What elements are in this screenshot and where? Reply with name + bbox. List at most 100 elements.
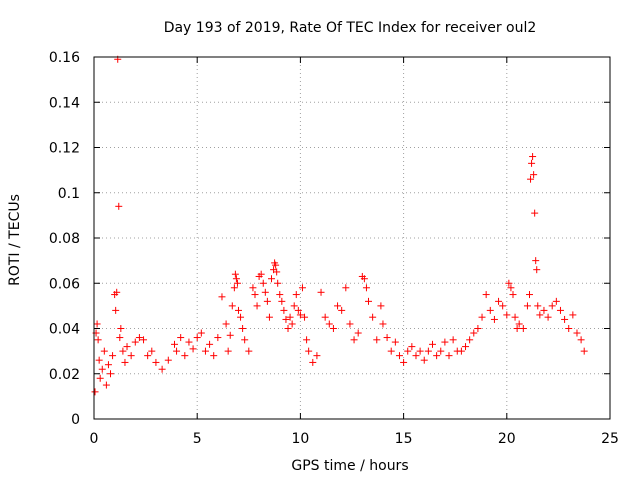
data-point-marker	[298, 284, 306, 292]
data-point-marker	[321, 313, 329, 321]
data-point-marker	[113, 288, 121, 296]
data-point-marker	[116, 334, 124, 342]
data-point-marker	[232, 275, 240, 283]
data-point-marker	[580, 347, 588, 355]
y-tick-label: 0.02	[49, 367, 80, 383]
data-point-marker	[513, 325, 521, 332]
data-point-marker	[95, 356, 103, 364]
data-point-marker	[369, 313, 377, 321]
y-tick-label: 0.16	[49, 50, 80, 66]
data-point-marker	[119, 347, 127, 355]
data-point-marker	[268, 275, 276, 283]
data-point-marker	[486, 306, 494, 314]
data-point-marker	[286, 313, 294, 321]
data-point-marker	[109, 352, 117, 360]
data-point-marker	[112, 306, 120, 314]
data-point-marker	[177, 334, 185, 342]
data-point-marker	[490, 315, 498, 323]
data-point-marker	[474, 325, 482, 332]
data-point-marker	[449, 336, 457, 344]
data-point-marker	[395, 352, 403, 360]
data-point-marker	[507, 284, 515, 292]
data-point-marker	[276, 291, 284, 299]
data-point-marker	[233, 279, 241, 287]
data-point-marker	[284, 325, 292, 332]
data-point-marker	[424, 347, 432, 355]
data-point-marker	[261, 288, 269, 296]
data-point-marker	[197, 329, 205, 337]
data-point-marker	[274, 279, 282, 287]
data-point-marker	[144, 352, 152, 360]
data-point-marker	[544, 313, 552, 321]
data-point-marker	[296, 311, 304, 319]
x-axis-label: GPS time / hours	[291, 458, 408, 474]
data-point-marker	[127, 352, 135, 360]
data-point-marker	[288, 320, 296, 328]
data-point-marker	[251, 291, 259, 299]
data-point-marker	[433, 352, 441, 360]
data-point-marker	[457, 347, 465, 355]
data-point-marker	[148, 347, 156, 355]
data-point-marker	[98, 365, 106, 373]
data-point-marker	[104, 361, 112, 369]
data-point-marker	[377, 302, 385, 310]
data-point-marker	[234, 306, 242, 314]
data-point-marker	[309, 358, 317, 366]
y-tick-label: 0.1	[58, 186, 80, 202]
data-point-marker	[412, 352, 420, 360]
data-point-marker	[94, 336, 102, 344]
data-point-marker	[239, 325, 247, 332]
data-point-marker	[466, 336, 474, 344]
data-point-marker	[230, 284, 238, 292]
data-point-marker	[272, 261, 280, 269]
data-point-marker	[265, 313, 273, 321]
data-point-marker	[540, 306, 548, 314]
data-point-marker	[107, 370, 115, 378]
data-point-marker	[170, 340, 178, 348]
data-point-marker	[273, 268, 281, 276]
data-point-marker	[437, 347, 445, 355]
y-tick-label: 0.12	[49, 141, 80, 157]
axis-ticks: 0 5 10 15 20 25 0 0.02 0.04 0.06 0.08 0.1 0.12 0.14 0.…	[49, 50, 619, 447]
data-point-marker	[301, 313, 309, 321]
data-point-marker	[536, 311, 544, 319]
data-point-marker	[173, 347, 181, 355]
data-point-marker	[495, 297, 503, 305]
data-point-marker	[193, 334, 201, 342]
data-point-marker	[259, 279, 267, 287]
data-point-marker	[523, 302, 531, 310]
x-tick-label: 15	[395, 431, 413, 447]
data-point-marker	[387, 347, 395, 355]
data-point-marker	[158, 365, 166, 373]
data-point-marker	[530, 171, 538, 179]
data-point-marker	[527, 175, 535, 183]
data-point-marker	[365, 297, 373, 305]
data-point-marker	[519, 325, 527, 332]
data-point-marker	[214, 334, 222, 342]
data-point-marker	[253, 302, 261, 310]
data-point-marker	[325, 320, 333, 328]
data-point-marker	[462, 343, 470, 351]
data-point-marker	[278, 297, 286, 305]
data-point-marker	[102, 381, 110, 389]
data-point-marker	[400, 358, 408, 366]
data-point-marker	[131, 338, 139, 346]
data-point-marker	[305, 347, 313, 355]
data-point-marker	[313, 352, 321, 360]
data-point-marker	[140, 336, 148, 344]
data-point-marker	[350, 336, 358, 344]
data-point-marker	[428, 340, 436, 348]
data-point-marker	[226, 331, 234, 339]
data-point-marker	[531, 209, 539, 217]
data-point-marker	[445, 352, 453, 360]
data-point-marker	[499, 302, 507, 310]
data-point-marker	[231, 270, 239, 278]
data-point-marker	[556, 306, 564, 314]
data-point-marker	[383, 334, 391, 342]
data-point-marker	[577, 336, 585, 344]
data-point-marker	[257, 270, 265, 278]
y-tick-label: 0	[71, 412, 80, 428]
data-point-marker	[93, 320, 101, 328]
data-point-marker	[548, 302, 556, 310]
data-point-marker	[91, 388, 99, 396]
